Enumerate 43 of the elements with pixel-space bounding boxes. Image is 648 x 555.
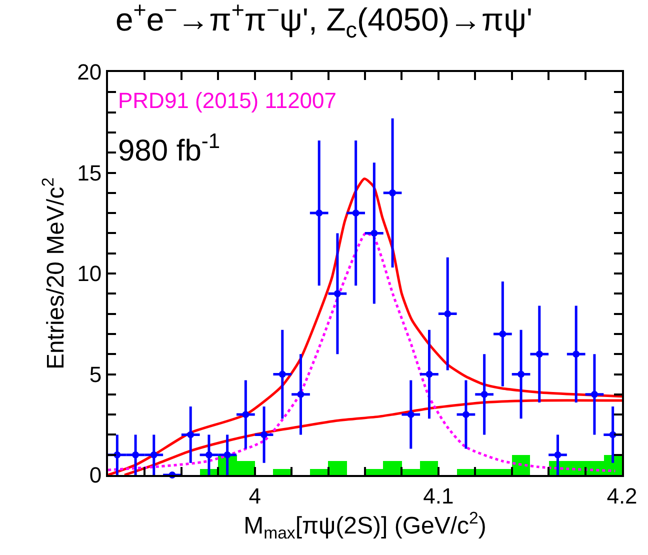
point — [426, 370, 433, 378]
point — [297, 390, 304, 398]
point — [352, 210, 360, 217]
point — [499, 330, 506, 338]
y-tick-label: 15 — [77, 160, 102, 186]
point — [590, 390, 598, 398]
point — [316, 210, 323, 217]
point — [480, 390, 488, 398]
point — [242, 411, 250, 418]
point — [205, 451, 212, 458]
point — [278, 370, 286, 378]
y-tick-label: 20 — [77, 60, 102, 85]
point — [224, 451, 231, 458]
x-tick-label: 4 — [248, 483, 261, 508]
point — [370, 230, 378, 237]
annotation: PRD91 (2015) 112007 — [118, 88, 337, 113]
line-series — [108, 232, 616, 472]
x-axis-title: M$_{max}$[πψ(2S)] (GeV/c$^{2}$) — [244, 508, 486, 543]
point — [444, 310, 452, 318]
point — [572, 350, 580, 358]
y-tick-label: 5 — [89, 362, 102, 387]
point — [518, 370, 525, 378]
point — [132, 451, 140, 458]
point — [260, 431, 268, 438]
point — [389, 189, 396, 196]
annotation: 980 fb$^{-1}$ — [118, 130, 220, 168]
bar — [310, 469, 328, 475]
bar — [457, 469, 475, 475]
y-tick-label: 10 — [77, 261, 102, 286]
point — [407, 411, 414, 418]
chart-title: e$^{+}$e$^{−}$→π$^{+}$π$^{−}$ψ', Z$_{c}$(4050)→πψ' — [115, 0, 533, 42]
point — [187, 431, 194, 438]
point — [150, 451, 158, 458]
x-tick-label: 4.1 — [423, 483, 454, 508]
point — [536, 350, 543, 358]
bar — [328, 461, 347, 475]
point — [462, 411, 470, 418]
bar — [273, 469, 292, 475]
point — [334, 290, 341, 298]
y-tick-label: 0 — [89, 462, 102, 488]
x-tick-label: 4.2 — [606, 483, 638, 508]
bar — [512, 455, 530, 475]
point — [554, 451, 562, 458]
